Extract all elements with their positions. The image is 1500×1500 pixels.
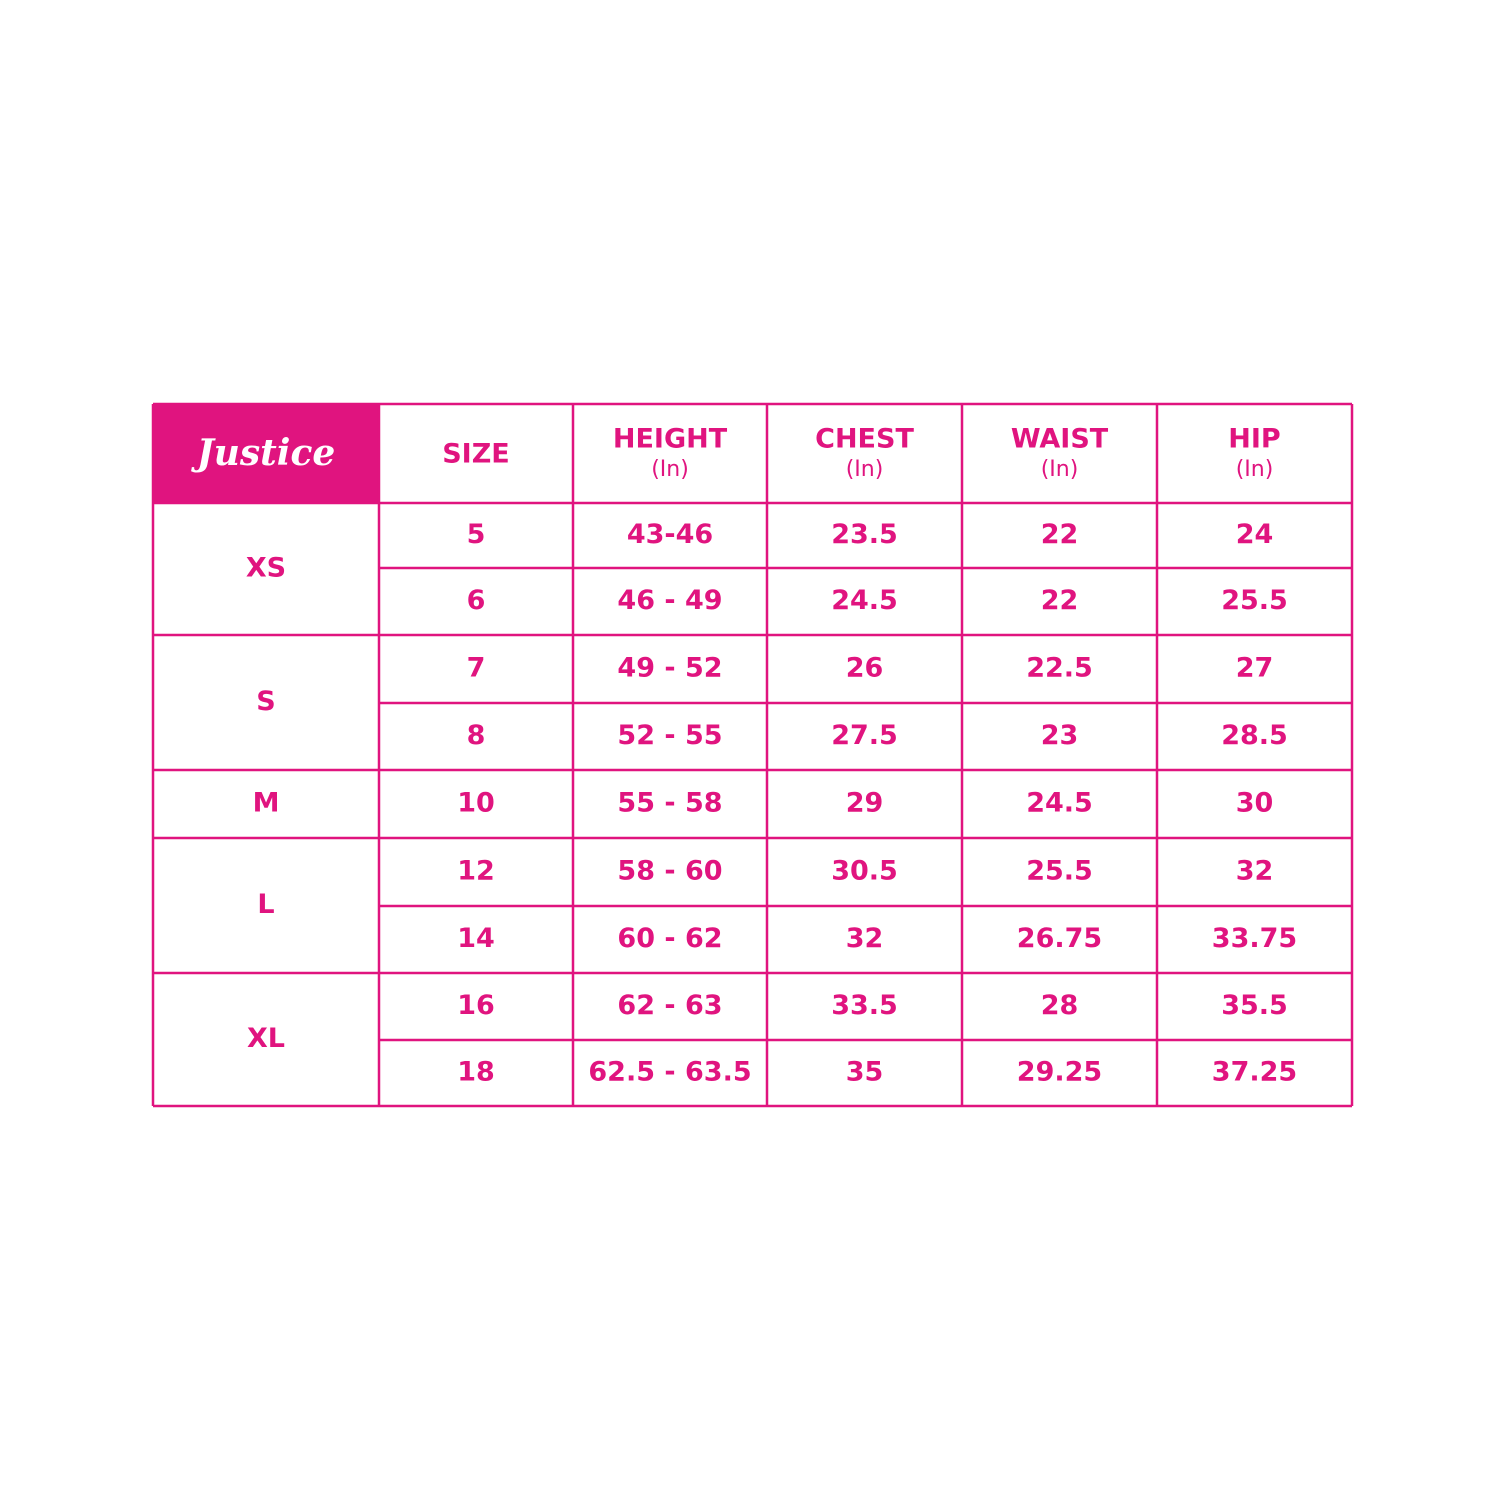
cell: 23 <box>1041 720 1079 751</box>
cell: 27.5 <box>831 720 898 751</box>
column-unit: (In) <box>1041 457 1079 482</box>
column-title: HEIGHT <box>613 424 728 455</box>
cell: 22.5 <box>1026 653 1093 684</box>
column-unit: (In) <box>846 457 884 482</box>
column-title: SIZE <box>442 439 510 470</box>
cell: 30.5 <box>831 856 898 887</box>
cell: 62.5 - 63.5 <box>588 1057 751 1088</box>
cell: 29.25 <box>1017 1057 1102 1088</box>
cell: 29 <box>846 788 884 819</box>
cell: 28 <box>1041 990 1079 1021</box>
group-label: L <box>257 889 274 920</box>
cell: 58 - 60 <box>617 856 722 887</box>
column-unit: (In) <box>651 457 689 482</box>
logo-cell <box>153 404 379 503</box>
cell: 28.5 <box>1221 720 1288 751</box>
group-label: M <box>253 788 280 819</box>
cell: 5 <box>467 519 486 550</box>
cell: 55 - 58 <box>617 788 722 819</box>
cell: 14 <box>457 923 495 954</box>
cell: 60 - 62 <box>617 923 722 954</box>
cell: 24 <box>1236 519 1274 550</box>
cell: 27 <box>1236 653 1274 684</box>
cell: 25.5 <box>1221 585 1288 616</box>
column-unit: (In) <box>1236 457 1274 482</box>
cell: 8 <box>467 720 486 751</box>
column-title: HIP <box>1228 424 1280 455</box>
cell: 16 <box>457 990 495 1021</box>
cell: 62 - 63 <box>617 990 722 1021</box>
cell: 22 <box>1041 519 1079 550</box>
group-label: S <box>256 686 275 717</box>
column-title: WAIST <box>1011 424 1109 455</box>
column-title: CHEST <box>815 424 914 455</box>
cell: 35 <box>846 1057 884 1088</box>
cell: 26.75 <box>1017 923 1102 954</box>
group-label: XL <box>247 1023 285 1054</box>
cell: 49 - 52 <box>617 653 722 684</box>
cell: 22 <box>1041 585 1079 616</box>
cell: 18 <box>457 1057 495 1088</box>
cell: 25.5 <box>1026 856 1093 887</box>
cell: 24.5 <box>831 585 898 616</box>
cell: 52 - 55 <box>617 720 722 751</box>
logo: Justice <box>191 432 336 474</box>
cell: 23.5 <box>831 519 898 550</box>
group-label: XS <box>246 553 286 584</box>
cell: 6 <box>467 585 486 616</box>
cell: 32 <box>1236 856 1274 887</box>
cell: 7 <box>467 653 486 684</box>
cell: 24.5 <box>1026 788 1093 819</box>
cell: 12 <box>457 856 495 887</box>
cell: 33.75 <box>1212 923 1297 954</box>
cell: 32 <box>846 923 884 954</box>
cell: 46 - 49 <box>617 585 722 616</box>
cell: 35.5 <box>1221 990 1288 1021</box>
cell: 37.25 <box>1212 1057 1297 1088</box>
cell: 30 <box>1236 788 1274 819</box>
cell: 26 <box>846 653 884 684</box>
cell: 43-46 <box>627 519 713 550</box>
cell: 10 <box>457 788 495 819</box>
cell: 33.5 <box>831 990 898 1021</box>
